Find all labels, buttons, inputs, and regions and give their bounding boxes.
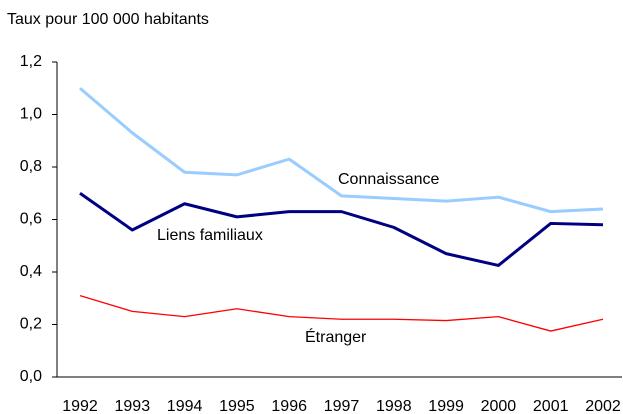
series-line [79,295,604,332]
series-label: Étranger [305,327,367,346]
chart-title: Taux pour 100 000 habitants [7,11,209,28]
y-tick-label: 0,8 [20,158,42,175]
series-label: Connaissance [338,171,440,188]
y-tick-label: 1,2 [20,53,42,70]
x-tick-label: 1999 [428,398,464,414]
series-line [79,192,604,267]
x-tick-label: 1997 [324,398,360,414]
x-tick-label: 1992 [62,398,98,414]
y-tick-label: 0,4 [20,263,42,280]
series-label: Liens familiaux [157,227,263,244]
y-tick-label: 0,0 [20,368,42,385]
x-tick-label: 1994 [167,398,203,414]
x-tick-label: 1995 [219,398,255,414]
x-tick-label: 1998 [376,398,412,414]
x-tick-label: 2002 [585,398,621,414]
x-tick-label: 2000 [481,398,517,414]
x-tick-label: 1993 [115,398,151,414]
series-line [79,87,604,214]
x-tick-label: 2001 [533,398,569,414]
x-tick-label: 1996 [271,398,307,414]
y-tick-label: 0,6 [20,211,42,228]
y-tick-label: 1,0 [20,106,42,123]
y-tick-label: 0,2 [20,316,42,333]
